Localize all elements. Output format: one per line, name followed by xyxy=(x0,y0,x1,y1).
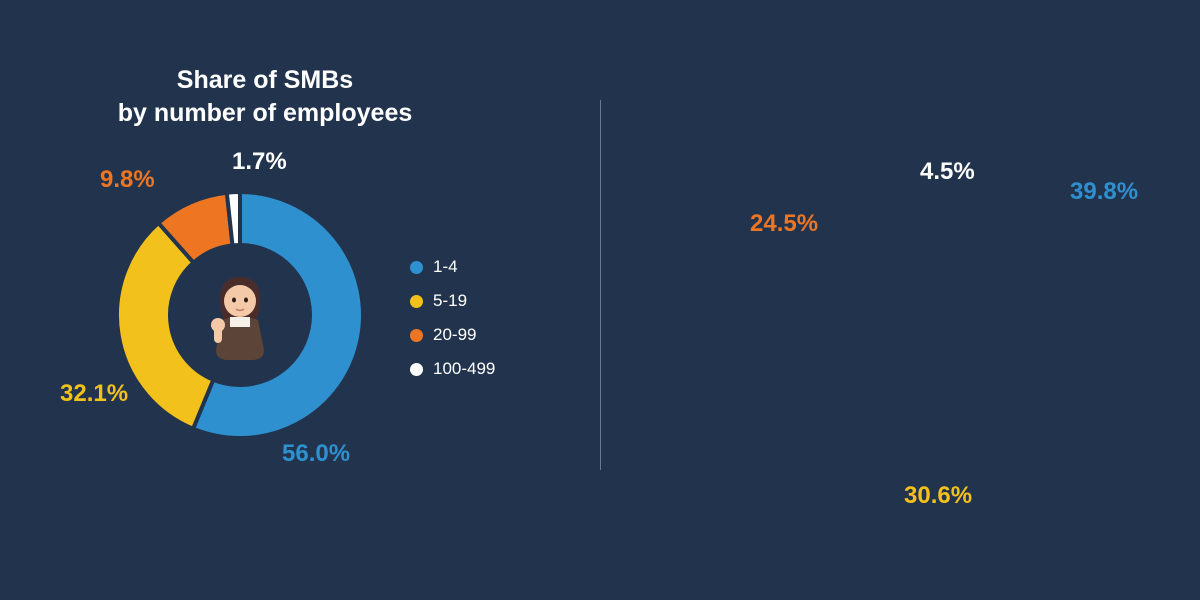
legend-dot xyxy=(410,261,423,274)
legend-text: 20-99 xyxy=(433,318,476,352)
pct-label: 24.5% xyxy=(750,210,818,238)
pct-label: 4.5% xyxy=(920,158,975,186)
legend-dot xyxy=(410,363,423,376)
legend-item: 5-19 xyxy=(410,284,495,318)
legend-dot xyxy=(410,329,423,342)
pct-label: 1.7% xyxy=(232,148,287,176)
panel-revenue: Share of SMBs by revenue $ $ Under 100k$… xyxy=(600,0,1200,600)
legend-dot xyxy=(410,295,423,308)
legend-text: 5-19 xyxy=(433,284,467,318)
pct-label: 9.8% xyxy=(100,166,155,194)
person-icon xyxy=(170,245,310,385)
pct-label: 30.6% xyxy=(904,482,972,510)
title-employees: Share of SMBs by number of employees xyxy=(105,64,425,129)
pct-label: 39.8% xyxy=(1070,178,1138,206)
infographic-container: Share of SMBs by number of employees 1-4… xyxy=(0,0,1200,600)
title-line1: Share of SMBs xyxy=(177,66,353,94)
panel-employees: Share of SMBs by number of employees 1-4… xyxy=(0,0,600,600)
legend-item: 20-99 xyxy=(410,318,495,352)
legend-item: 100-499 xyxy=(410,352,495,386)
legend-item: 1-4 xyxy=(410,250,495,284)
pct-label: 56.0% xyxy=(282,440,350,468)
legend-text: 1-4 xyxy=(433,250,458,284)
legend-employees: 1-45-1920-99100-499 xyxy=(410,250,495,386)
pct-label: 32.1% xyxy=(60,380,128,408)
title-line2: by number of employees xyxy=(118,99,413,127)
legend-text: 100-499 xyxy=(433,352,495,386)
